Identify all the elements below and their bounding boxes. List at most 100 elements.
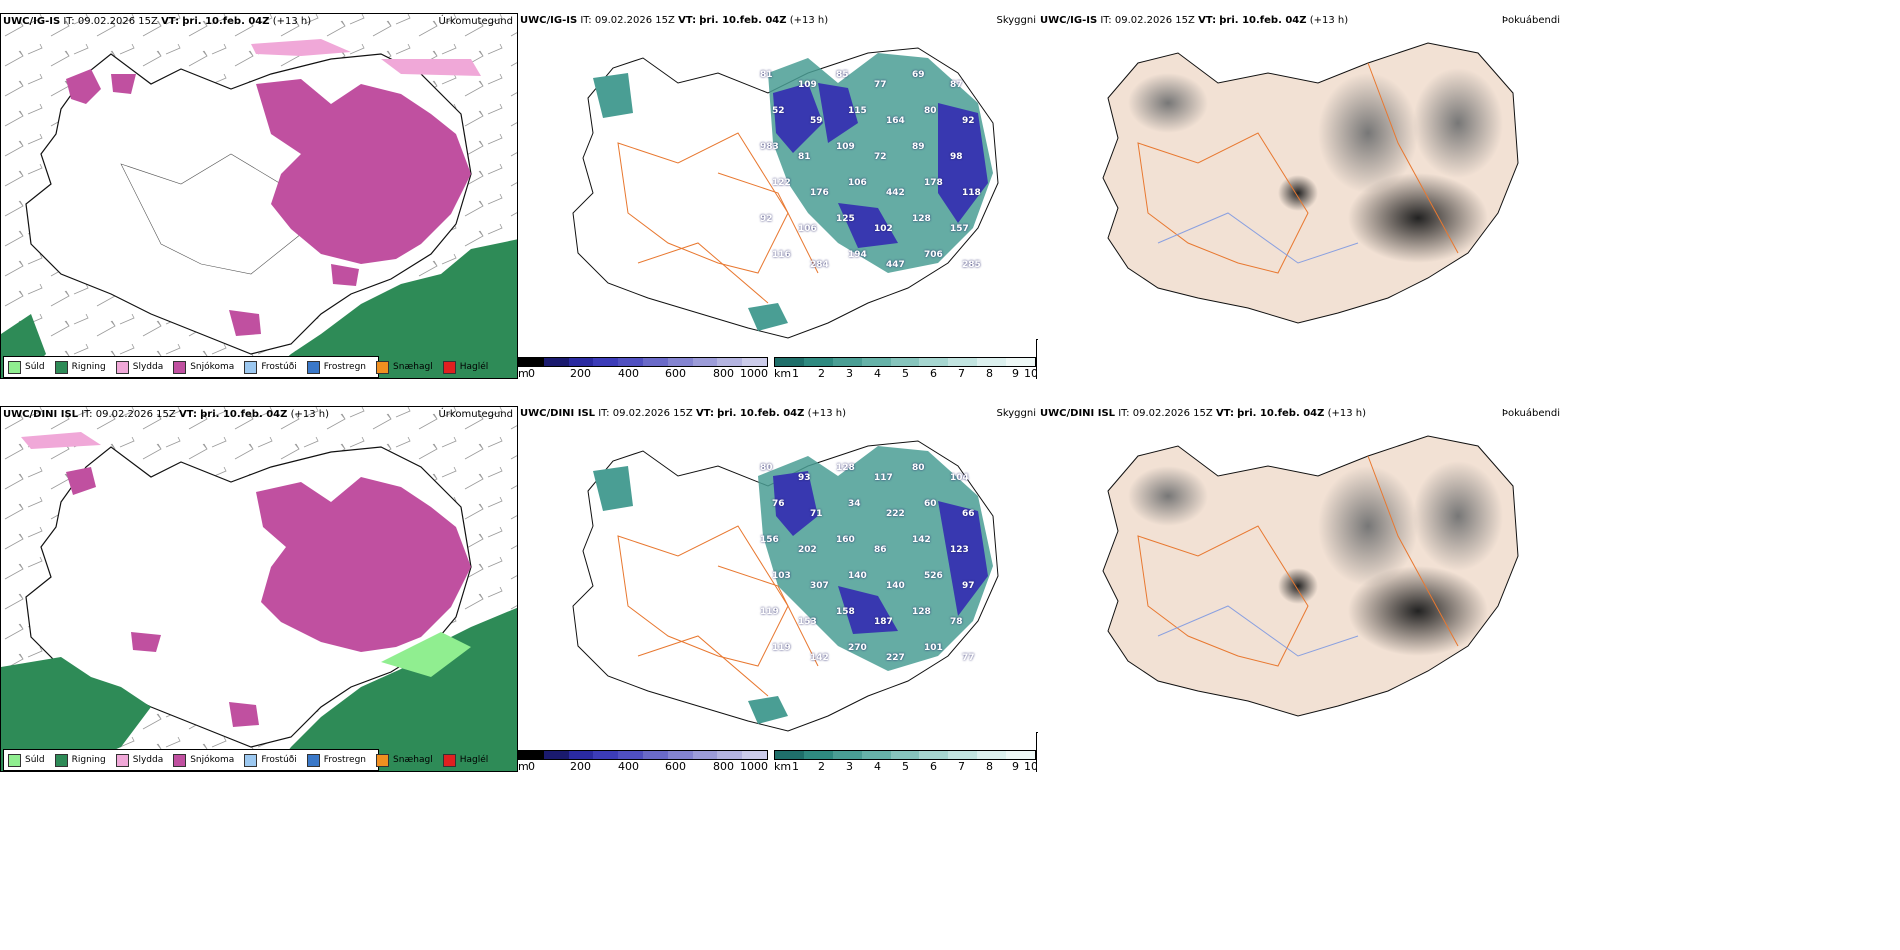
cloud-base-value: 142 [912,535,931,545]
cloud-base-value: 202 [798,545,817,555]
fog-panel-row1: UWC/IG-IS IT: 09.02.2026 15Z VT: þri. 10… [1038,13,1900,379]
cloud-base-value: 142 [810,653,829,663]
cloud-base-value: 101 [924,643,943,653]
cloud-base-value: 118 [962,188,981,198]
legend-item: Slydda [115,360,163,374]
cloud-base-value: 140 [848,571,867,581]
cbar-tick: 7 [958,367,965,379]
panel-title: Úrkomutegund [438,16,513,27]
legend-item: Frostregn [306,753,366,767]
cloud-base-value: 284 [810,260,829,270]
cbar-tick: 3 [846,760,853,772]
cloud-base-value: 98 [950,152,963,162]
cloud-base-value: 442 [886,188,905,198]
cbar-tick: 9 [1012,367,1019,379]
cloud-base-value: 176 [810,188,829,198]
cloud-base-value: 119 [772,643,791,653]
legend-item: Súld [8,360,45,374]
cloud-base-value: 128 [836,463,855,473]
cbar-tick: 8 [986,760,993,772]
cloud-base-value: 97 [962,581,975,591]
cbar-tick: 800 [713,760,734,772]
precip-map-row1 [1,14,517,378]
cbar-tick: 2 [818,760,825,772]
cloud-base-value: 66 [962,509,975,519]
cbar-tick: 400 [618,367,639,379]
fog-scale-box: 0 60 [1036,339,1038,379]
cbar-tick: 0 [528,367,535,379]
cbar-tick: 10 [1024,367,1038,379]
cloud-base-colorbar: m 0 200 400 600 800 1000 [518,357,768,379]
visibility-map-row2 [572,440,999,732]
cloud-base-value: 52 [772,106,785,116]
precip-type-panel-row1: UWC/IG-IS IT: 09.02.2026 15Z VT: þri. 10… [0,13,518,379]
cbar-tick: 1000 [740,760,768,772]
cloud-base-value: 93 [798,473,811,483]
visibility-colorbar: km 1 2 3 4 5 6 7 8 9 10 [774,750,1038,772]
cbar-tick: 1 [792,367,799,379]
cloud-base-value: 92 [962,116,975,126]
cloud-base-value: 86 [874,545,887,555]
legend-item: Snæhagl [376,360,433,374]
precip-type-panel-row2: UWC/DINI ISL IT: 09.02.2026 15Z VT: þri.… [0,406,518,772]
cloud-base-value: 128 [912,214,931,224]
cloud-base-value: 157 [950,224,969,234]
cbar-tick: 4 [874,367,881,379]
cloud-base-value: 109 [798,80,817,90]
legend-item: Snæhagl [376,753,433,767]
cbar-tick: 3 [846,367,853,379]
cloud-base-value: 140 [886,581,905,591]
cbar-tick: 5 [902,760,909,772]
cloud-base-value: 85 [836,70,849,80]
cloud-base-value: 307 [810,581,829,591]
cloud-base-value: 187 [874,617,893,627]
cloud-base-value: 104 [950,473,969,483]
visibility-bar [774,357,1036,367]
visibility-panel-row1: UWC/IG-IS IT: 09.02.2026 15Z VT: þri. 10… [518,13,1038,379]
cloud-base-value: 164 [886,116,905,126]
fog-map-row2 [1102,435,1519,717]
cloud-base-value: 77 [874,80,887,90]
cloud-base-value: 160 [836,535,855,545]
legend-item: Frostúði [244,753,297,767]
cloud-base-value: 102 [874,224,893,234]
cbar-tick: 200 [570,760,591,772]
legend-item: Rigning [54,360,106,374]
cloud-base-value: 34 [848,499,861,509]
precip-map-row2 [1,407,517,771]
cloud-base-value: 69 [912,70,925,80]
fog-scale-box: 0 60 [1036,732,1038,772]
cloud-base-value: 80 [924,106,937,116]
cloud-base-value: 103 [772,571,791,581]
cloud-base-value: 153 [798,617,817,627]
cloud-base-value: 227 [886,653,905,663]
legend-item: Slydda [115,753,163,767]
cloud-base-value: 123 [950,545,969,555]
panel-title: Þokuábendi [1501,15,1560,26]
cloud-base-value: 222 [886,509,905,519]
cbar-tick: 600 [665,760,686,772]
cbar-tick: 9 [1012,760,1019,772]
visibility-colorbar: km 1 2 3 4 5 6 7 8 9 10 [774,357,1038,379]
cloud-base-value: 115 [848,106,867,116]
cbar-unit: km [774,760,792,772]
cloud-base-value: 77 [962,653,975,663]
cloud-base-value: 60 [924,499,937,509]
cloud-base-value: 106 [798,224,817,234]
cloud-base-value: 526 [924,571,943,581]
cbar-tick: 6 [930,367,937,379]
cloud-base-value: 447 [886,260,905,270]
cbar-tick: 800 [713,367,734,379]
cloud-base-value: 109 [836,142,855,152]
panel-title: Þokuábendi [1501,408,1560,419]
cloud-base-value: 116 [772,250,791,260]
cloud-base-value: 76 [772,499,785,509]
cbar-tick: 2 [818,367,825,379]
visibility-map-row1 [572,47,999,339]
cloud-base-value: 128 [912,607,931,617]
panel-title: Skyggni [996,408,1036,419]
cbar-tick: 8 [986,367,993,379]
cloud-base-value: 72 [874,152,887,162]
cbar-tick: 1 [792,760,799,772]
cloud-base-value: 87 [950,80,963,90]
